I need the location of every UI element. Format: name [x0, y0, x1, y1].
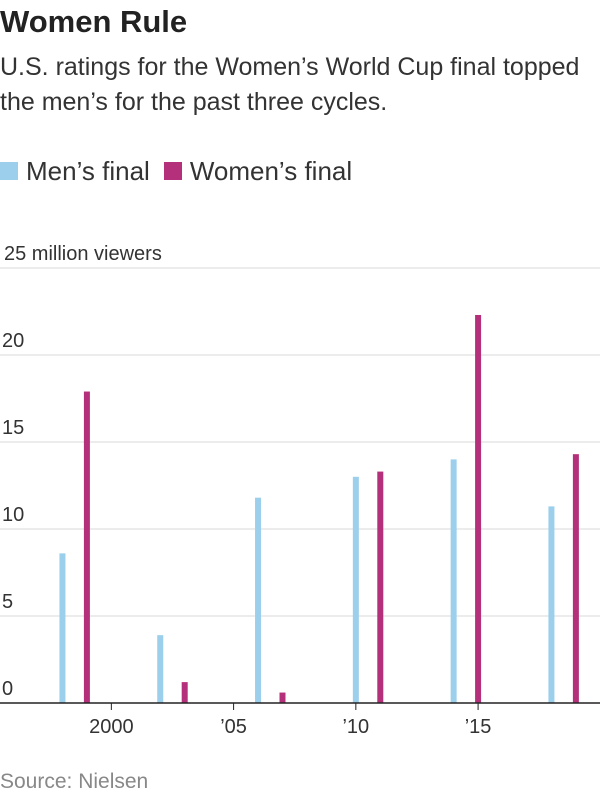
men-final-bar	[59, 553, 66, 703]
y-tick-label: 0	[2, 678, 13, 700]
legend-item-women: Women’s final	[163, 155, 353, 187]
men-final-bar	[157, 635, 164, 703]
women-final-bar	[279, 692, 286, 703]
x-tick-label: ’15	[465, 716, 492, 738]
women-final-bar	[181, 682, 188, 703]
legend-swatch-men	[0, 162, 18, 180]
men-final-bar	[548, 506, 555, 703]
women-final-bar	[572, 454, 579, 703]
women-final-bar	[475, 314, 482, 703]
legend-label-women: Women’s final	[189, 155, 353, 186]
women-final-bar	[377, 471, 384, 703]
bar-chart: 0 5 10 15 20 25 million viewers 2000 ’05 ’10 ’15	[0, 243, 600, 738]
x-tick-label: ’05	[220, 716, 247, 738]
women-final-bar	[83, 391, 90, 703]
y-tick-label: 25 million viewers	[4, 243, 162, 265]
legend-label-men: Men’s final	[26, 155, 150, 186]
x-tick-label: ’10	[342, 716, 369, 738]
chart-title: Women Rule	[0, 4, 188, 39]
legend-item-men: Men’s final	[0, 156, 150, 187]
y-tick-label: 5	[2, 591, 13, 613]
y-tick-label: 15	[2, 417, 24, 439]
source-note: Source: Nielsen	[0, 770, 149, 793]
legend-swatch-women	[163, 162, 182, 180]
x-tick-label: 2000	[89, 716, 134, 738]
men-final-bar	[450, 459, 457, 703]
men-final-bar	[255, 497, 262, 703]
legend: Men’s final Women’s final	[0, 154, 366, 188]
chart-subtitle: U.S. ratings for the Women’s World Cup f…	[0, 53, 580, 116]
y-tick-label: 20	[2, 330, 24, 352]
men-final-bar	[352, 476, 359, 703]
y-tick-label: 10	[2, 504, 24, 526]
